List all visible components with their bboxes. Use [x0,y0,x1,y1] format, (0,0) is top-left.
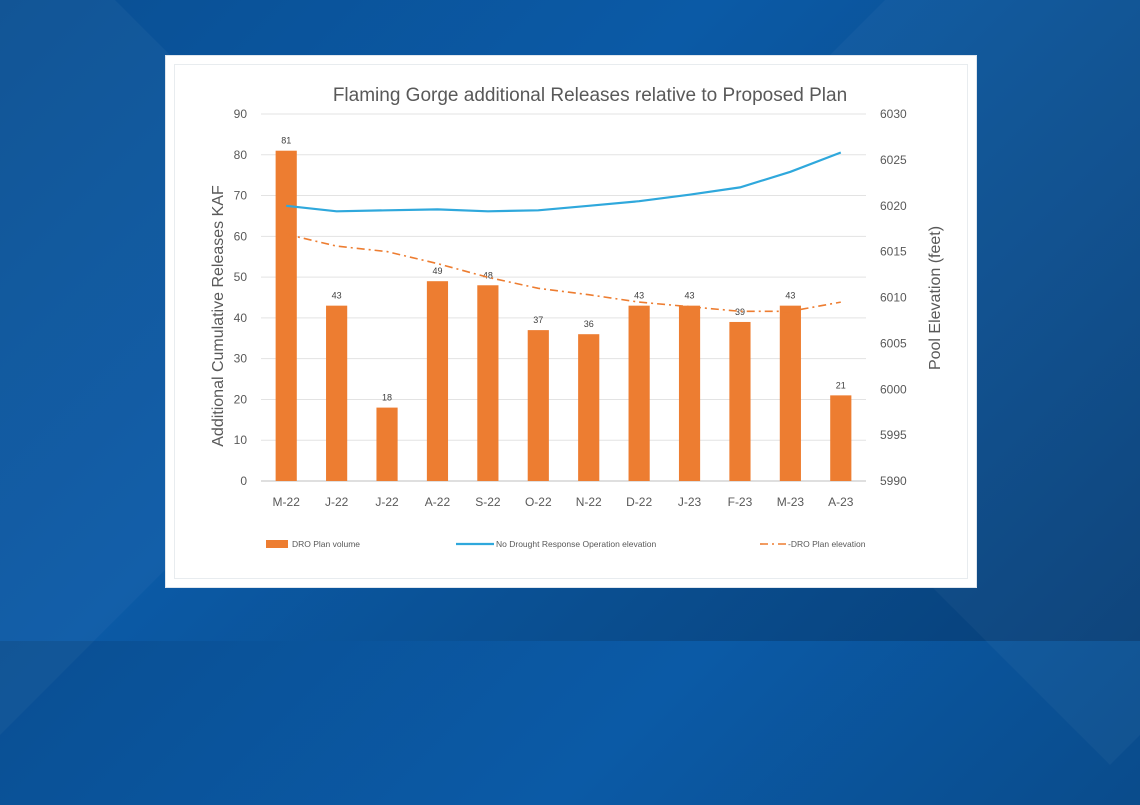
bar [477,285,499,481]
bar [527,330,549,481]
bar [729,321,751,481]
x-tick-label: O-22 [525,495,552,509]
legend-swatch-bar [266,540,288,548]
bar-value-label: 36 [584,319,594,329]
y-right-tick-label: 5990 [880,474,907,488]
y-left-tick-label: 30 [234,352,248,366]
bar [376,407,398,481]
y-left-tick-label: 20 [234,392,248,406]
bar [779,305,801,481]
y-axis-right-ticks: 5990 5995 6000 6005 6010 6015 6020 6025 6030 [880,107,907,488]
x-tick-label: S-22 [475,495,501,509]
chart-title: Flaming Gorge additional Releases relati… [333,85,847,106]
bar-value-label: 21 [836,380,846,390]
chart-card: Flaming Gorge additional Releases relati… [165,55,977,588]
bar-value-label: 43 [685,291,695,301]
bar-value-label: 49 [432,266,442,276]
y-right-tick-label: 6020 [880,199,907,213]
x-axis-ticks: M-22 J-22 J-22 A-22 S-22 O-22 N-22 D-22 J-23 F-23… [273,495,854,509]
y-right-tick-label: 6005 [880,336,907,350]
y-right-tick-label: 6010 [880,291,907,305]
bar-value-label: 48 [483,270,493,280]
bar-value-label: 18 [382,393,392,403]
y-left-tick-label: 70 [234,189,248,203]
x-tick-label: M-22 [273,495,301,509]
x-tick-label: D-22 [626,495,652,509]
y-right-tick-label: 6015 [880,245,907,259]
bar-value-label: 81 [281,136,291,146]
x-tick-label: M-23 [777,495,805,509]
bar-value-label: 43 [785,291,795,301]
x-tick-label: J-23 [678,495,702,509]
x-tick-label: J-22 [325,495,349,509]
y-left-tick-label: 80 [234,148,248,162]
bar [830,395,852,481]
y-left-tick-label: 50 [234,270,248,284]
y-left-tick-label: 0 [240,474,247,488]
legend-label: No Drought Response Operation elevation [496,539,656,549]
bar [678,305,701,481]
x-tick-label: A-23 [828,495,854,509]
legend: DRO Plan volume No Drought Response Opera… [266,539,866,549]
bar-labels: 81 43 18 49 48 37 36 43 43 39 43 21 [281,136,846,403]
y-left-tick-label: 10 [234,433,248,447]
no-dro-elevation-line [286,151,842,213]
bar [426,281,449,481]
bar [628,305,650,481]
x-tick-label: N-22 [576,495,602,509]
bar [578,334,600,481]
y-left-tick-label: 40 [234,311,248,325]
bars [275,150,852,481]
y-axis-left-ticks: 0 10 20 30 40 50 60 70 80 90 [234,107,248,488]
y-right-tick-label: 6000 [880,382,907,396]
x-tick-label: A-22 [425,495,451,509]
y-left-tick-label: 60 [234,229,248,243]
y-right-tick-label: 6025 [880,153,907,167]
x-tick-label: J-22 [375,495,399,509]
legend-label: -DRO Plan elevation [788,539,866,549]
dro-plan-elevation-line [286,233,841,313]
bar [326,305,348,481]
bar-value-label: 37 [533,315,543,325]
chart-plot-frame [174,64,968,579]
gridlines [261,113,866,482]
y-right-tick-label: 5995 [880,428,907,442]
bar [275,150,297,481]
y-axis-left-label: Additional Cumulative Releases KAF [210,185,227,447]
bar-value-label: 43 [634,291,644,301]
bar-value-label: 39 [735,307,745,317]
y-right-tick-label: 6030 [880,107,907,121]
combo-chart: Flaming Gorge additional Releases relati… [210,85,944,549]
y-left-tick-label: 90 [234,107,248,121]
bar-value-label: 43 [332,291,342,301]
legend-label: DRO Plan volume [292,539,360,549]
lines [286,151,842,313]
x-tick-label: F-23 [728,495,753,509]
y-axis-right-label: Pool Elevation (feet) [927,226,944,370]
